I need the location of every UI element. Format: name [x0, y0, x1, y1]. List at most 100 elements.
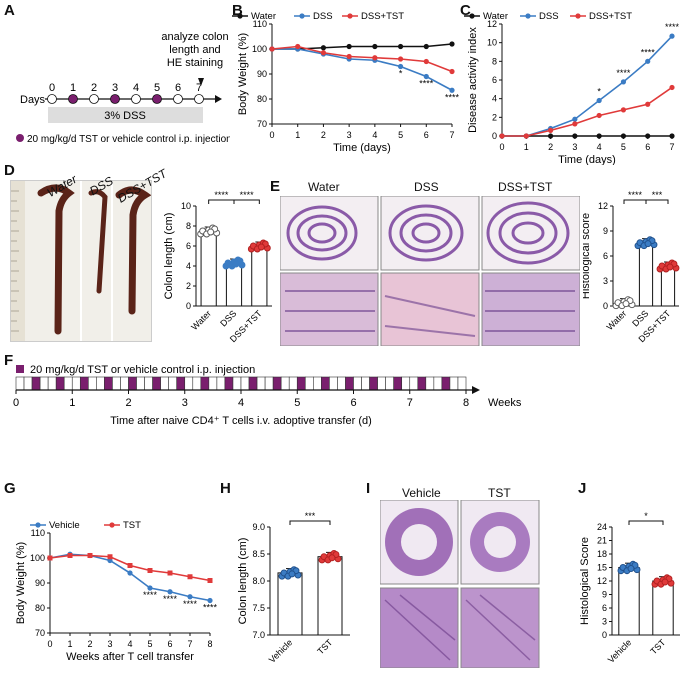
y-tick-label: 12 — [597, 576, 607, 586]
data-point — [423, 43, 429, 50]
bar — [225, 262, 243, 307]
week-tick-label: 8 — [463, 397, 469, 409]
bar — [660, 265, 676, 307]
data-point — [328, 554, 336, 562]
day-tick-label: 2 — [91, 82, 97, 94]
day-cell — [79, 376, 89, 391]
x-tick-label: DSS — [218, 308, 238, 328]
y-tick-label: 8.0 — [252, 576, 265, 586]
data-point — [645, 133, 651, 139]
day-cell — [353, 376, 362, 391]
day-cell — [425, 376, 435, 391]
data-point — [499, 133, 505, 139]
panel-label-g: G — [4, 480, 16, 497]
bar — [251, 245, 268, 307]
data-point — [423, 58, 429, 65]
week-tick-label: 2 — [125, 397, 131, 409]
y-tick-label: 110 — [253, 19, 267, 29]
day-tick-label: 3 — [112, 82, 118, 94]
day-cell — [112, 376, 121, 391]
week-tick-label: 6 — [350, 397, 356, 409]
data-point — [423, 73, 429, 80]
significance-mark: **** — [183, 599, 198, 609]
y-tick-label: 9 — [602, 590, 607, 600]
day-tick-label: 7 — [196, 82, 202, 94]
data-point — [669, 84, 675, 91]
day-cell — [208, 376, 218, 391]
arrow-icon — [215, 95, 222, 103]
injection-legend: 20 mg/kg/d TST or vehicle control i.p. i… — [30, 364, 255, 376]
y-tick-label: 70 — [35, 628, 45, 638]
y-tick-label: 18 — [597, 549, 607, 559]
y-tick-label: 6 — [492, 75, 497, 85]
data-point — [449, 41, 455, 47]
day-cell — [296, 376, 306, 391]
data-point — [207, 578, 213, 583]
series-line — [271, 45, 453, 73]
series-line — [272, 48, 453, 91]
x-tick-label: 6 — [424, 130, 429, 140]
significance-bracket — [233, 199, 260, 204]
legend-label: DSS — [313, 11, 333, 22]
day-cell — [345, 376, 354, 391]
day-cell — [393, 376, 403, 391]
bar — [618, 567, 640, 636]
data-point — [627, 565, 635, 573]
significance-mark: **** — [419, 79, 434, 89]
day-cell — [369, 376, 378, 391]
data-point — [207, 597, 213, 604]
panel-label-d: D — [4, 162, 15, 179]
data-point — [87, 553, 93, 558]
legend-label: DSS+TST — [589, 11, 632, 22]
week-tick-label: 0 — [13, 397, 19, 409]
data-point — [167, 589, 173, 595]
injection-legend: 20 mg/kg/d TST or vehicle control i.p. i… — [27, 134, 230, 145]
data-point — [596, 112, 602, 119]
data-point — [523, 133, 529, 139]
day-cell — [88, 376, 97, 391]
day-marker — [110, 94, 120, 104]
significance-bracket — [623, 199, 647, 204]
dss-box-label: 3% DSS — [104, 110, 146, 122]
y-axis-title: Histological score — [583, 213, 592, 299]
bar — [200, 230, 217, 307]
x-tick-label: 4 — [127, 639, 132, 649]
data-point — [620, 107, 627, 113]
y-tick-label: 0 — [603, 301, 608, 311]
legend-label: DSS — [539, 11, 559, 22]
y-tick-label: 4 — [492, 94, 497, 104]
y-tick-label: 110 — [31, 528, 45, 538]
data-point — [661, 578, 669, 586]
analyze-label: HE staining — [167, 57, 223, 69]
y-tick-label: 8.5 — [252, 549, 265, 559]
data-point — [187, 574, 193, 580]
significance-bracket — [645, 199, 669, 204]
day-cell — [304, 376, 314, 391]
significance-mark: *** — [305, 511, 316, 521]
significance-mark: **** — [163, 594, 178, 604]
analyze-label: analyze colon — [161, 31, 228, 43]
x-tick-label: 7 — [187, 639, 192, 649]
significance-bracket — [208, 199, 235, 204]
day-marker — [68, 94, 78, 104]
day-cell — [329, 376, 338, 391]
injection-legend-marker — [16, 134, 24, 142]
day-cell — [200, 376, 210, 391]
panel-label-c: C — [460, 2, 471, 19]
panel-label-h: H — [220, 480, 231, 497]
data-point — [449, 68, 455, 75]
day-cell — [264, 376, 274, 391]
body-weight-chart-transfer: 70 80 90 100 110 0 1 2 3 4 5 6 7 8 Weeks after T cell … — [15, 520, 217, 663]
day-cell — [63, 376, 73, 391]
histology-label-dss: DSS — [414, 180, 439, 194]
data-point — [257, 243, 265, 251]
legend-marker — [35, 522, 41, 528]
day-marker — [152, 94, 162, 104]
day-cell — [104, 376, 113, 391]
y-tick-label: 6 — [603, 251, 608, 261]
y-tick-label: 15 — [597, 563, 607, 573]
day-cell — [224, 376, 234, 391]
y-tick-label: 9.0 — [252, 522, 265, 532]
day-cell — [441, 376, 451, 391]
day-cell — [280, 376, 290, 391]
